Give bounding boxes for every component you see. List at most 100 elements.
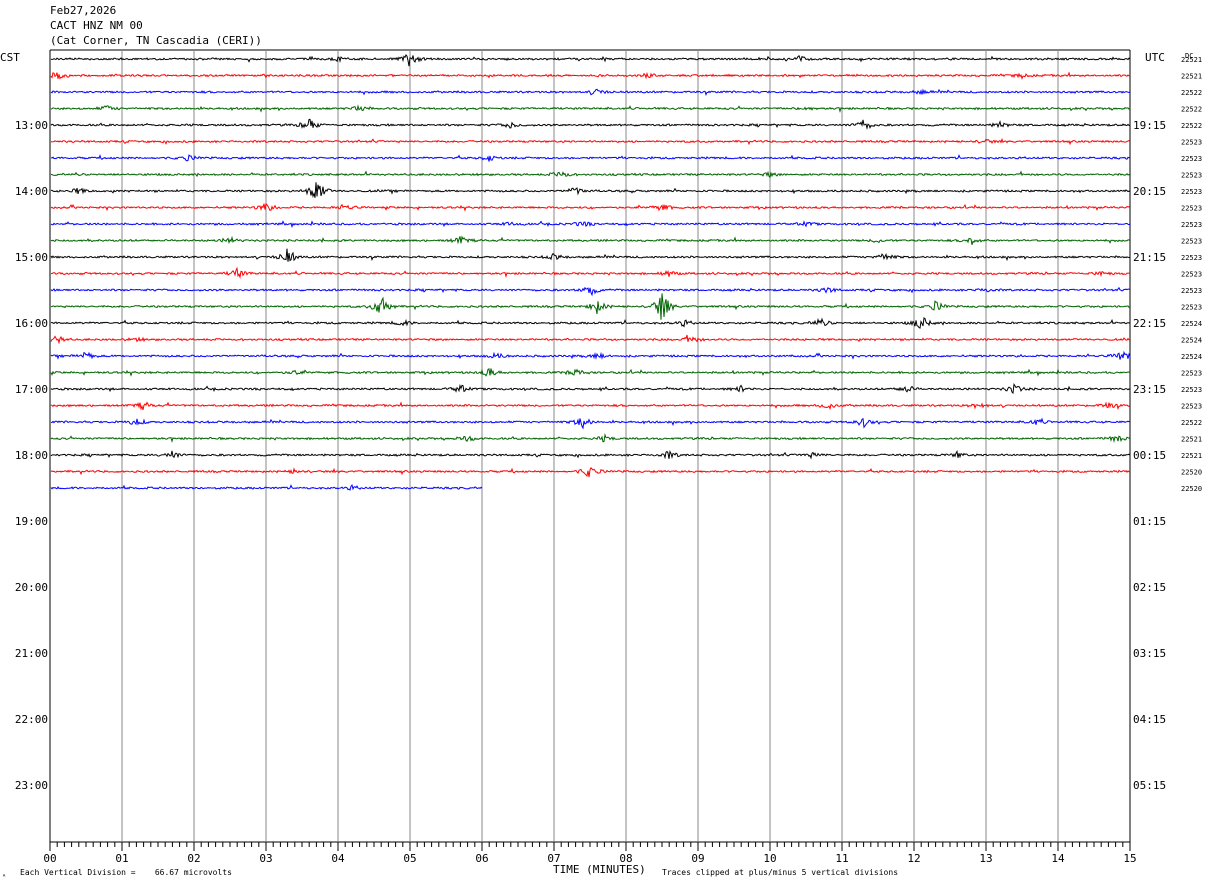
x-tick-label: 02 xyxy=(187,852,200,865)
dc-label: DC xyxy=(1185,52,1193,60)
y-tick-label-left: 13:00 xyxy=(15,119,48,132)
dc-offset-label: 22524 xyxy=(1181,320,1202,328)
y-tick-label-right: 03:15 xyxy=(1133,647,1166,660)
seismic-trace xyxy=(50,54,1131,67)
x-tick-label: 00 xyxy=(43,852,56,865)
x-tick-label: 07 xyxy=(547,852,560,865)
y-tick-label-right: 21:15 xyxy=(1133,251,1166,264)
seismic-trace xyxy=(50,368,1131,377)
plot-date: Feb27,2026 xyxy=(50,4,117,17)
y-tick-label-left: 23:00 xyxy=(15,779,48,792)
right-timezone-label: UTC xyxy=(1145,51,1165,64)
dc-offset-label: 22523 xyxy=(1181,238,1202,246)
seismic-traces xyxy=(50,54,1131,491)
x-tick-label: 06 xyxy=(475,852,488,865)
seismic-trace xyxy=(50,334,1131,345)
y-tick-label-right: 01:15 xyxy=(1133,515,1166,528)
y-tick-label-left: 22:00 xyxy=(15,713,48,726)
seismic-trace xyxy=(50,484,483,491)
y-tick-label-left: 15:00 xyxy=(15,251,48,264)
y-tick-label-right: 20:15 xyxy=(1133,185,1166,198)
y-tick-label-right: 00:15 xyxy=(1133,449,1166,462)
dc-offset-label: 22523 xyxy=(1181,386,1202,394)
left-timezone-label: CST xyxy=(0,51,20,64)
vertical-division-note: Each Vertical Division = 66.67 microvolt… xyxy=(20,868,232,877)
x-tick-label: 05 xyxy=(403,852,416,865)
x-tick-label: 04 xyxy=(331,852,345,865)
dc-offset-label: 22523 xyxy=(1181,172,1202,180)
dc-offset-label: 22523 xyxy=(1181,188,1202,196)
dc-offset-label: 22523 xyxy=(1181,254,1202,262)
seismic-trace xyxy=(50,293,1130,320)
seismic-trace xyxy=(50,235,1131,245)
seismic-trace xyxy=(50,317,1131,329)
seismic-trace xyxy=(50,182,1131,199)
y-tick-label-left: 20:00 xyxy=(15,581,48,594)
x-tick-label: 12 xyxy=(907,852,920,865)
dc-offset-label: 22521 xyxy=(1181,452,1202,460)
station-code: CACT HNZ NM 00 xyxy=(50,19,143,32)
dc-offset-label: 22523 xyxy=(1181,370,1202,378)
dc-offset-label: 22524 xyxy=(1181,337,1202,345)
seismic-trace xyxy=(50,137,1131,146)
time-grid xyxy=(49,49,1131,851)
y-tick-label-right: 04:15 xyxy=(1133,713,1166,726)
seismic-trace xyxy=(50,220,1131,229)
footer-logo-mark: ᴬ xyxy=(2,872,6,881)
x-tick-label: 14 xyxy=(1051,852,1065,865)
dc-offset-label: 22523 xyxy=(1181,221,1202,229)
dc-offset-label: 22523 xyxy=(1181,287,1202,295)
dc-offset-label: 22520 xyxy=(1181,469,1202,477)
y-tick-label-right: 19:15 xyxy=(1133,119,1166,132)
dc-offset-label: 22524 xyxy=(1181,353,1202,361)
seismic-trace xyxy=(50,248,1131,262)
y-tick-label-right: 05:15 xyxy=(1133,779,1166,792)
x-tick-label: 03 xyxy=(259,852,272,865)
dc-offset-label: 22523 xyxy=(1181,139,1202,147)
x-tick-label: 15 xyxy=(1123,852,1136,865)
y-tick-label-right: 22:15 xyxy=(1133,317,1166,330)
seismic-trace xyxy=(50,350,1131,360)
y-tick-label-left: 14:00 xyxy=(15,185,48,198)
x-tick-label: 13 xyxy=(979,852,992,865)
dc-offset-label: 22521 xyxy=(1181,73,1202,81)
x-tick-label: 01 xyxy=(115,852,128,865)
seismic-trace xyxy=(50,401,1131,411)
y-tick-label-left: 16:00 xyxy=(15,317,48,330)
axis-labels: 00 01 02 03 04 05 06 07 08 09 10 11 12 13 14 15 13:00 14:… xyxy=(15,56,1202,865)
seismic-trace xyxy=(50,432,1131,443)
x-tick-label: 09 xyxy=(691,852,704,865)
dc-offset-label: 22522 xyxy=(1181,89,1202,97)
x-axis-title: TIME (MINUTES) xyxy=(553,863,646,876)
seismic-trace xyxy=(50,449,1131,460)
dc-offset-label: 22523 xyxy=(1181,205,1202,213)
y-tick-label-right: 23:15 xyxy=(1133,383,1166,396)
station-location: (Cat Corner, TN Cascadia (CERI)) xyxy=(50,34,262,47)
seismic-trace xyxy=(50,417,1131,430)
dc-offset-label: 22520 xyxy=(1181,485,1202,493)
x-tick-label: 11 xyxy=(835,852,848,865)
dc-offset-label: 22521 xyxy=(1181,56,1202,64)
seismic-trace xyxy=(50,266,1131,280)
dc-offset-label: 22522 xyxy=(1181,419,1202,427)
seismic-trace xyxy=(50,71,1131,80)
y-tick-label-left: 21:00 xyxy=(15,647,48,660)
dc-offset-label: 22521 xyxy=(1181,436,1202,444)
dc-offset-label: 22523 xyxy=(1181,403,1202,411)
seismic-trace xyxy=(50,382,1131,395)
seismic-trace xyxy=(50,104,1131,113)
x-tick-label: 10 xyxy=(763,852,776,865)
y-tick-label-left: 17:00 xyxy=(15,383,48,396)
seismic-trace xyxy=(50,154,1131,162)
y-tick-label-left: 19:00 xyxy=(15,515,48,528)
dc-offset-label: 22523 xyxy=(1181,155,1202,163)
seismic-trace xyxy=(50,170,1131,179)
seismic-trace xyxy=(50,286,1131,297)
dc-offset-label: 22523 xyxy=(1181,304,1202,312)
seismic-trace xyxy=(50,466,1131,478)
seismic-trace xyxy=(50,88,1131,96)
dc-offset-label: 22522 xyxy=(1181,106,1202,114)
y-tick-label-left: 18:00 xyxy=(15,449,48,462)
dc-offset-label: 22522 xyxy=(1181,122,1202,130)
